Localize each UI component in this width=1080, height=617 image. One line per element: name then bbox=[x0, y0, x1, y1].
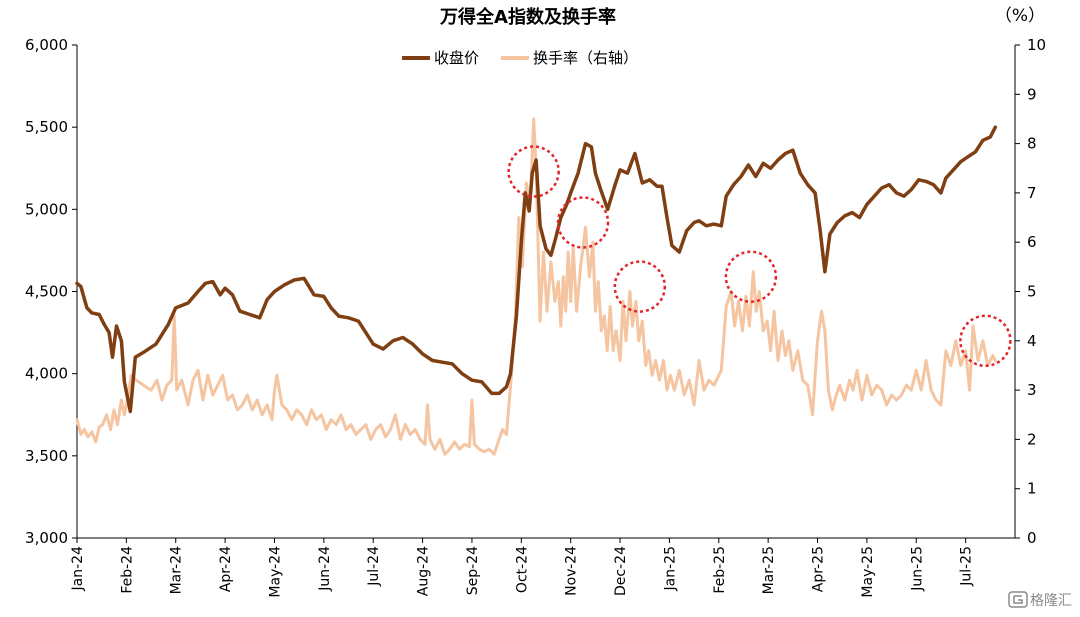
x-tick-label: Jun-25 bbox=[909, 546, 925, 592]
right-tick-label: 1 bbox=[1027, 480, 1037, 498]
right-tick-label: 10 bbox=[1027, 36, 1046, 54]
left-tick-label: 5,000 bbox=[25, 200, 68, 218]
highlight-circle-1 bbox=[507, 145, 560, 198]
legend-label-close: 收盘价 bbox=[434, 49, 479, 67]
right-axis-unit: （%） bbox=[995, 6, 1045, 26]
right-tick-label: 0 bbox=[1027, 529, 1037, 547]
highlight-circle-3 bbox=[613, 260, 667, 313]
annotation-layer bbox=[507, 145, 1012, 368]
x-tick-label: Mar-24 bbox=[169, 546, 185, 594]
x-tick-label: Mar-25 bbox=[761, 546, 777, 594]
right-tick-label: 2 bbox=[1027, 430, 1037, 448]
x-tick-label: Jun-24 bbox=[317, 546, 333, 592]
watermark-text: 格隆汇 bbox=[1030, 593, 1072, 609]
x-tick-label: Nov-24 bbox=[564, 546, 580, 596]
highlight-circle-2 bbox=[556, 196, 610, 249]
turnover-rate-line bbox=[75, 117, 997, 456]
right-tick-label: 7 bbox=[1027, 184, 1037, 202]
x-tick-label: Jul-24 bbox=[366, 546, 382, 587]
x-tick-label: Jan-24 bbox=[70, 546, 86, 592]
right-tick-label: 4 bbox=[1027, 332, 1037, 350]
gelonghui-logo-icon bbox=[1008, 591, 1028, 608]
left-tick-label: 6,000 bbox=[25, 36, 68, 54]
left-tick-label: 4,000 bbox=[25, 365, 68, 383]
highlight-circle-4 bbox=[724, 250, 778, 303]
x-tick-label: May-25 bbox=[860, 546, 876, 598]
x-tick-label: Feb-24 bbox=[119, 546, 135, 594]
chart-title: 万得全A指数及换手率 bbox=[439, 6, 616, 28]
x-tick-label: Sep-24 bbox=[465, 546, 481, 595]
x-tick-label: Oct-24 bbox=[514, 546, 530, 593]
x-tick-label: Apr-24 bbox=[218, 546, 234, 592]
x-tick-label: Aug-24 bbox=[416, 546, 432, 596]
x-tick-label: Jul-25 bbox=[959, 546, 975, 587]
left-tick-label: 4,500 bbox=[25, 283, 68, 301]
left-tick-label: 3,500 bbox=[25, 447, 68, 465]
legend-label-turnover: 换手率（右轴） bbox=[533, 49, 638, 67]
right-tick-label: 3 bbox=[1027, 381, 1037, 399]
close-price-line bbox=[75, 125, 998, 414]
right-tick-label: 6 bbox=[1027, 233, 1037, 251]
watermark: 格隆汇 bbox=[1008, 591, 1072, 609]
x-tick-label: Dec-24 bbox=[613, 546, 629, 596]
left-tick-label: 3,000 bbox=[25, 529, 68, 547]
right-tick-label: 5 bbox=[1027, 283, 1037, 301]
right-tick-label: 8 bbox=[1027, 135, 1037, 153]
highlight-circle-5 bbox=[959, 314, 1012, 368]
left-tick-label: 5,500 bbox=[25, 118, 68, 136]
axes: 3,000 3,500 4,000 4,500 5,000 5,500 6,000 0 1 2 3 4… bbox=[25, 36, 1046, 598]
right-tick-label: 9 bbox=[1027, 85, 1037, 103]
series-layer bbox=[75, 117, 998, 456]
x-tick-label: Jan-25 bbox=[662, 546, 678, 591]
x-tick-label: Feb-25 bbox=[712, 546, 728, 594]
x-tick-label: May-24 bbox=[267, 546, 283, 598]
x-tick-label: Apr-25 bbox=[811, 546, 827, 592]
legend: 收盘价 换手率（右轴） bbox=[402, 49, 638, 67]
